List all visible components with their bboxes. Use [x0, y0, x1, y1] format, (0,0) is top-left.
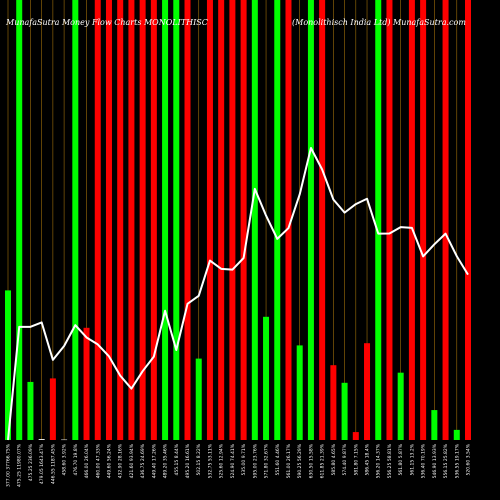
x-tick-label: 495.20 16.61% [185, 443, 191, 478]
x-tick-label: 556.20 14.37% [376, 443, 382, 478]
volume-bar [352, 432, 359, 440]
x-tick-label: 460.00 47.33% [95, 443, 101, 478]
x-tick-label: 585.80 4.65% [331, 443, 337, 475]
volume-bar [173, 0, 180, 440]
volume-bar [27, 381, 34, 440]
x-tick-label: 436.75 24.69% [140, 443, 146, 478]
volume-bar [465, 0, 471, 440]
x-tick-label: 532.75 53.11% [207, 443, 213, 478]
volume-bar [263, 316, 270, 440]
x-tick-label: 574.40 9.87% [342, 443, 348, 475]
x-tick-label: 475.25 236.09% [28, 443, 34, 481]
volume-bar [195, 358, 202, 440]
chart-title: MunafaSutra Money Flow Charts MONOLITHIS… [5, 18, 208, 27]
x-tick-label: 561.00 26.17% [286, 443, 292, 478]
x-tick-label: 556.25 58.81% [387, 443, 393, 478]
x-tick-label: 520.60 3.54% [466, 443, 472, 475]
x-tick-labels: 377.00 37766.75% 475.25 11980.07% 475.25 2… [6, 443, 472, 487]
price-line-layer [7, 147, 469, 441]
volume-bar [397, 372, 404, 440]
price-line [7, 147, 469, 441]
x-tick-label: 449.60 56.24% [106, 443, 112, 478]
volume-bar [49, 378, 56, 440]
x-tick-label: 475.25 11980.07% [17, 443, 23, 487]
x-tick-label: 466.00 26.04% [84, 443, 90, 478]
volume-bar [83, 327, 90, 440]
x-tick-label: 561.15 13.2% [409, 443, 415, 475]
x-tick-label: 524.90 74.41% [230, 443, 236, 478]
x-tick-label: 458.60 3.92% [62, 443, 68, 475]
volume-bar [139, 0, 146, 440]
volume-bar [162, 0, 169, 440]
volume-bar [105, 0, 112, 440]
volume-bar [218, 0, 225, 440]
x-tick-label: 630.50 15.58% [308, 443, 314, 478]
volume-bar [150, 0, 157, 440]
x-tick-label: 489.20 35.46% [163, 443, 169, 478]
volume-bar [184, 0, 191, 440]
volume-bar [408, 0, 415, 440]
chart-subtitle: (Monolithisch India Ltd) MunafaSutra.com [292, 18, 466, 27]
x-tick-label: 571.80 32.67% [264, 443, 270, 478]
x-tick-label: 556.15 25.82% [443, 443, 449, 478]
volume-bar [206, 0, 213, 440]
x-tick-label: 595.00 23.76% [252, 443, 258, 478]
x-tick-label: 449.40 17.26% [151, 443, 157, 478]
x-tick-label: 377.00 37766.75% [6, 443, 12, 487]
x-tick-label: 476.70 19.8% [73, 443, 79, 475]
x-tick-label: 479.05 1643.47% [39, 443, 45, 484]
volume-bar [330, 365, 337, 440]
volume-bar [128, 0, 135, 440]
volume-bar [274, 0, 281, 440]
volume-bar [420, 0, 427, 440]
x-tick-label: 590.25 56.29% [297, 443, 303, 478]
x-tick-label: 455.15 8.44% [174, 443, 180, 475]
volume-bar [94, 0, 101, 440]
x-tick-label: 581.80 7.15% [353, 443, 359, 475]
volume-bar [38, 439, 45, 440]
volume-bar [296, 345, 303, 440]
x-tick-label: 611.85 21.39% [320, 443, 326, 478]
volume-bar [375, 0, 382, 440]
volume-bar [251, 0, 258, 440]
x-tick-label: 432.90 28.16% [118, 443, 124, 478]
x-tick-label: 536.40 70.19% [421, 443, 427, 478]
volume-bar [72, 0, 79, 440]
volume-bar [364, 343, 371, 440]
x-tick-label: 561.80 5.87% [398, 443, 404, 475]
x-tick-label: 421.60 93.94% [129, 443, 135, 478]
volume-bar [285, 0, 292, 440]
volume-bar [442, 0, 449, 440]
volume-bar [307, 0, 314, 440]
volume-bar [117, 0, 124, 440]
x-tick-label: 536.55 19.17% [454, 443, 460, 478]
x-tick-label: 446.55 1187.45% [50, 443, 56, 484]
x-tick-label: 586.45 18.4% [365, 443, 371, 475]
x-tick-label: 546.90 13.93% [432, 443, 438, 478]
volume-bar [386, 0, 393, 440]
volume-bars [5, 0, 471, 441]
x-tick-label: 502.15 8.22% [196, 443, 202, 475]
volume-bar [61, 439, 68, 441]
volume-bar [431, 410, 438, 440]
x-tick-label: 551.60 4.46% [275, 443, 281, 475]
volume-bar [16, 0, 23, 440]
volume-bar [453, 429, 460, 440]
volume-bar [240, 0, 247, 440]
volume-bar [341, 382, 348, 440]
volume-bar [319, 0, 326, 440]
x-tick-label: 535.00 9.71% [241, 443, 247, 475]
volume-bar [229, 0, 236, 440]
volume-bar [5, 290, 11, 440]
x-tick-label: 525.60 12.94% [219, 443, 225, 478]
